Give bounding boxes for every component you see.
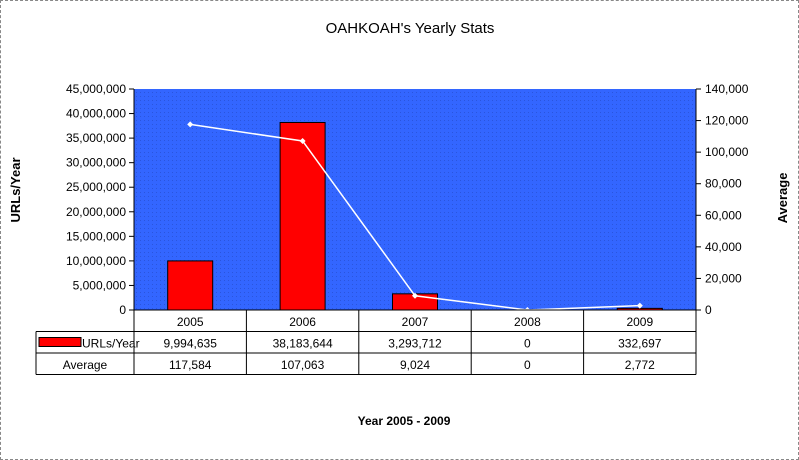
y-tick-label-left: 5,000,000	[73, 278, 127, 292]
table-cell-average: 0	[524, 358, 531, 372]
y-tick-label-left: 35,000,000	[66, 131, 126, 145]
table-cell-urls: 0	[524, 337, 531, 351]
y-tick-label-right: 0	[705, 303, 712, 317]
y-tick-label-right: 100,000	[705, 145, 749, 159]
y-tick-label-left: 15,000,000	[66, 229, 126, 243]
x-tick-label: 2005	[177, 315, 204, 329]
average-marker	[412, 292, 418, 299]
y-tick-label-left: 40,000,000	[66, 107, 126, 121]
bar	[167, 260, 214, 311]
average-marker	[636, 302, 643, 309]
x-tick-label: 2008	[514, 315, 541, 329]
y-tick-label-left: 25,000,000	[66, 180, 126, 194]
chart-title: OAHKOAH's Yearly Stats	[326, 20, 495, 37]
y-tick-label-left: 45,000,000	[66, 82, 126, 96]
x-tick-label: 2007	[402, 315, 429, 329]
x-tick-label: 2006	[289, 315, 316, 329]
legend-swatch-urls	[38, 337, 82, 347]
y-axis-left: 0 5,000,000 10,000,000 15,000,000 20,000,000…	[66, 82, 135, 317]
table-cell-urls: 38,183,644	[273, 337, 333, 351]
line-series-average	[187, 121, 643, 313]
table-cell-urls: 332,697	[618, 337, 662, 351]
y-tick-label-right: 120,000	[705, 114, 749, 128]
y-tick-label-left: 20,000,000	[66, 205, 126, 219]
y-tick-label-right: 140,000	[705, 82, 749, 96]
y-axis-left-label: URLs/Year	[8, 157, 23, 222]
x-tick-label: 2009	[626, 315, 653, 329]
table-cell-urls: 3,293,712	[388, 337, 442, 351]
plot-area	[134, 89, 696, 310]
table-cell-urls: 9,994,635	[164, 337, 218, 351]
y-tick-label-left: 10,000,000	[66, 254, 126, 268]
average-marker	[187, 121, 194, 128]
y-axis-right: 0 20,000 40,000 60,000 80,000 100,000 120,000 1…	[695, 82, 749, 317]
y-tick-label-right: 60,000	[705, 208, 742, 222]
y-tick-label-left: 30,000,000	[66, 156, 126, 170]
bar-series-urls	[167, 121, 663, 311]
table-cell-average: 117,584	[169, 358, 212, 372]
y-tick-label-right: 20,000	[705, 271, 742, 285]
bar	[279, 121, 326, 311]
table-cell-average: 107,063	[281, 358, 325, 372]
table-cell-average: 2,772	[625, 358, 655, 372]
x-axis-label: Year 2005 - 2009	[358, 414, 451, 428]
table-cell-average: 9,024	[400, 358, 430, 372]
y-tick-label-left: 0	[119, 303, 126, 317]
data-table: 2005 2006 2007 2008 2009 URLs/Year Average 9,99…	[35, 309, 697, 375]
legend-label-average: Average	[63, 358, 108, 372]
y-axis-right-label: Average	[775, 173, 790, 224]
y-tick-label-right: 40,000	[705, 240, 742, 254]
average-marker	[299, 137, 306, 144]
y-tick-label-right: 80,000	[705, 177, 742, 191]
legend-label-urls: URLs/Year	[82, 337, 140, 351]
